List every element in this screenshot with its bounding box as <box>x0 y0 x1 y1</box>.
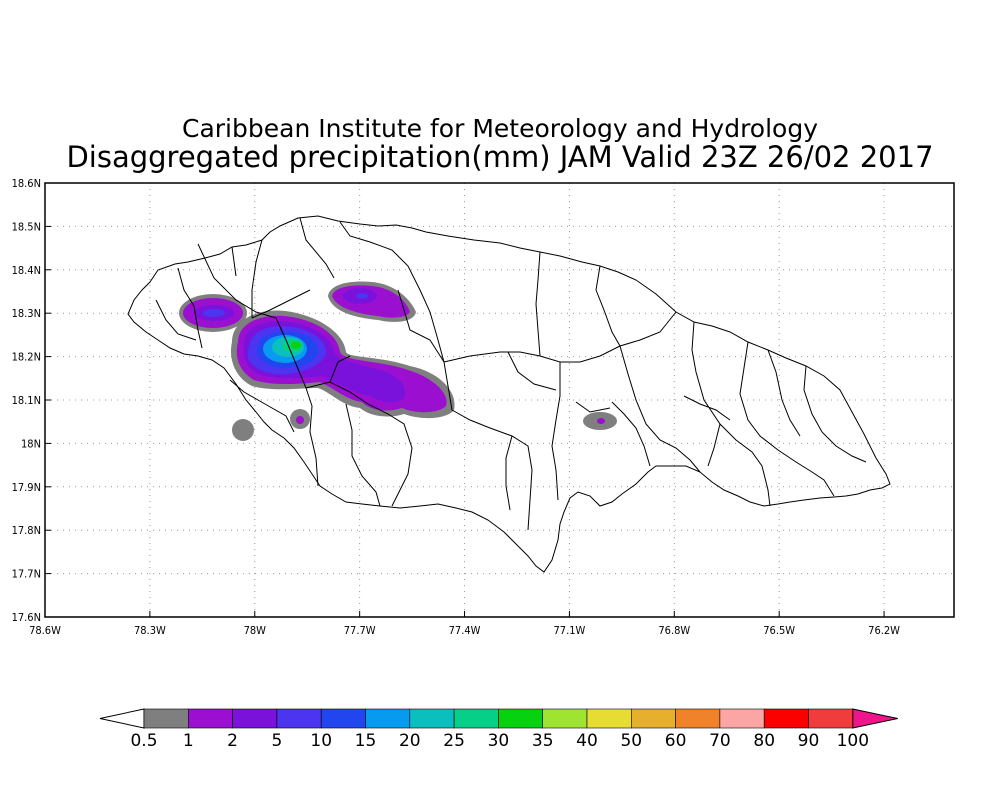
colorbar: 0.5 1 2 5 10 15 20 25 30 35 40 50 60 70 80 90 100 <box>99 708 898 751</box>
colorbar-swatch <box>630 708 676 729</box>
precip-contour <box>291 341 301 349</box>
colorbar-label: 15 <box>355 731 377 751</box>
colorbar-label: 5 <box>271 731 282 751</box>
colorbar-swatch <box>409 708 455 729</box>
y-tick-label: 17.6N <box>12 611 41 624</box>
colorbar-swatch <box>763 708 809 729</box>
title-line-2: Disaggregated precipitation(mm) JAM Vali… <box>66 140 934 174</box>
x-tick-label: 76.5W <box>763 624 795 637</box>
colorbar-over-triangle <box>852 708 898 729</box>
x-tick-label: 76.2W <box>868 624 900 637</box>
precip-contour <box>597 418 605 424</box>
x-tick-label: 77.1W <box>554 624 586 637</box>
colorbar-label: 40 <box>576 731 598 751</box>
y-tick-label: 17.8N <box>12 524 41 537</box>
colorbar-label: 100 <box>837 731 869 751</box>
map-axes: 78.6W 78.3W 78W 77.7W 77.4W 77.1W 76.8W 76.5W 76… <box>12 177 901 637</box>
colorbar-swatch <box>232 708 278 729</box>
parish-boundary <box>155 217 867 531</box>
colorbar-under-triangle <box>99 708 145 729</box>
colorbar-label: 80 <box>753 731 775 751</box>
colorbar-swatch <box>586 708 632 729</box>
x-tick-label: 78.3W <box>134 624 166 637</box>
y-tick-label: 18.2N <box>12 351 41 364</box>
colorbar-swatch <box>453 708 499 729</box>
colorbar-label: 35 <box>532 731 554 751</box>
precip-contour <box>232 419 254 441</box>
precip-contour <box>356 293 368 299</box>
precip-contour <box>296 416 304 424</box>
y-tick-label: 18.3N <box>12 307 41 320</box>
colorbar-swatch <box>143 708 189 729</box>
x-tick-label: 77.4W <box>449 624 481 637</box>
colorbar-label: 25 <box>443 731 465 751</box>
colorbar-swatch <box>808 708 854 729</box>
jamaica-outline <box>127 215 891 573</box>
precip-contour <box>203 309 225 317</box>
y-tick-label: 18.6N <box>12 177 41 190</box>
y-tick-label: 17.9N <box>12 481 41 494</box>
colorbar-swatch <box>276 708 322 729</box>
y-tick-label: 18.4N <box>12 264 41 277</box>
colorbar-swatch <box>188 708 233 729</box>
x-tick-label: 78.6W <box>29 624 61 637</box>
colorbar-label: 30 <box>488 731 510 751</box>
colorbar-label: 10 <box>310 731 332 751</box>
precipitation-field <box>179 281 617 441</box>
colorbar-label: 60 <box>665 731 687 751</box>
y-tick-label: 18.5N <box>12 220 41 233</box>
colorbar-label: 2 <box>227 731 238 751</box>
colorbar-swatch <box>365 708 411 729</box>
colorbar-label: 1 <box>183 731 194 751</box>
colorbar-label: 70 <box>709 731 731 751</box>
colorbar-swatch <box>542 708 588 729</box>
colorbar-label: 50 <box>620 731 642 751</box>
title-line-1: Caribbean Institute for Meteorology and … <box>182 114 818 143</box>
map-frame <box>44 182 955 618</box>
y-tick-label: 18.1N <box>12 394 41 407</box>
x-tick-label: 78W <box>244 624 267 637</box>
x-tick-label: 76.8W <box>658 624 690 637</box>
colorbar-swatch <box>719 708 765 729</box>
y-tick-label: 17.7N <box>12 568 41 581</box>
y-tick-label: 18N <box>21 437 41 450</box>
colorbar-swatch <box>498 708 543 729</box>
colorbar-label: 20 <box>399 731 421 751</box>
x-tick-label: 77.7W <box>344 624 376 637</box>
colorbar-label: 90 <box>798 731 820 751</box>
map-grid <box>45 183 954 617</box>
colorbar-swatch <box>675 708 721 729</box>
coastline <box>127 215 891 573</box>
colorbar-label: 0.5 <box>130 731 157 751</box>
colorbar-swatch <box>320 708 366 729</box>
